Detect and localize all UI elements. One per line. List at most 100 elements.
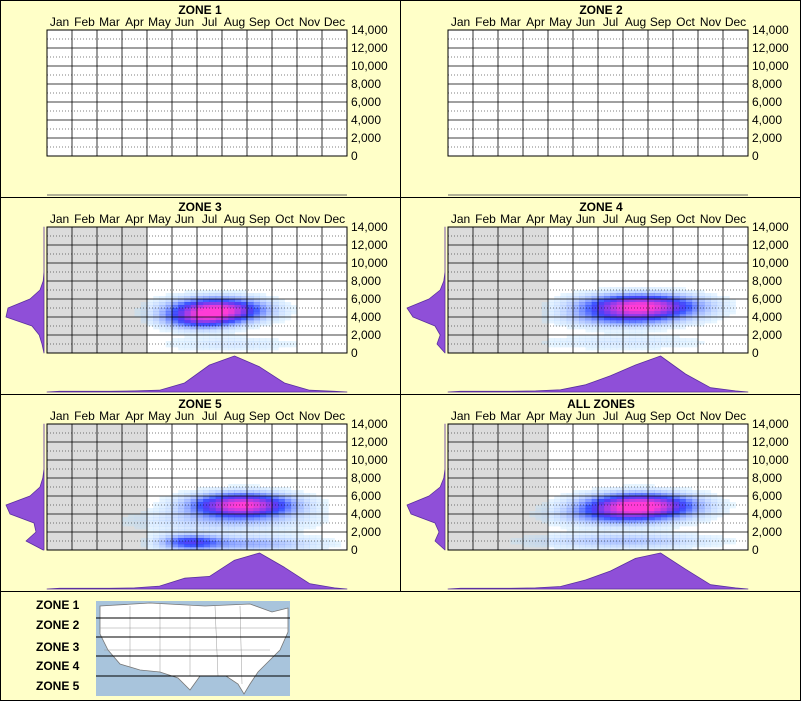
heat-cell xyxy=(272,505,279,509)
heat-cell xyxy=(579,335,586,339)
month-label-feb: Feb xyxy=(74,212,95,226)
heat-cell xyxy=(641,502,649,506)
heat-cell xyxy=(648,317,655,321)
heat-cell xyxy=(222,547,229,551)
heat-cell xyxy=(691,299,699,303)
heat-cell xyxy=(641,547,649,551)
heat-cell xyxy=(566,532,574,536)
month-label-oct: Oct xyxy=(676,212,695,226)
heat-cell xyxy=(222,326,229,330)
heat-cell xyxy=(541,505,549,509)
heat-cell xyxy=(598,335,605,339)
heat-cell xyxy=(240,305,248,309)
heat-cell xyxy=(228,541,235,545)
heat-cell xyxy=(228,490,235,494)
heat-cell xyxy=(623,520,630,524)
heat-cell xyxy=(710,296,718,300)
heat-cell xyxy=(629,290,636,294)
heat-cell xyxy=(203,493,210,497)
heat-cell xyxy=(648,538,655,542)
heat-cell xyxy=(303,514,310,518)
heat-cell xyxy=(228,538,235,542)
heat-cell xyxy=(290,493,298,497)
heat-cell xyxy=(573,544,580,548)
heat-cell xyxy=(585,308,593,312)
heat-cell xyxy=(284,523,292,527)
heat-cell xyxy=(178,520,185,524)
heat-cell xyxy=(153,502,160,506)
heat-cell xyxy=(259,490,267,494)
heat-cell xyxy=(635,499,643,503)
heat-cell xyxy=(729,311,736,315)
heat-cell xyxy=(209,487,217,491)
panel-title: ALL ZONES xyxy=(567,397,635,411)
y-tick-label: 10,000 xyxy=(351,453,388,467)
heat-cell xyxy=(660,541,668,545)
heat-cell xyxy=(253,299,260,303)
heat-cell xyxy=(648,493,655,497)
heat-cell xyxy=(140,523,148,527)
heat-cell xyxy=(159,532,167,536)
heat-cell xyxy=(172,329,179,333)
heat-cell xyxy=(290,502,298,506)
heat-cell xyxy=(666,323,674,327)
heat-cell xyxy=(234,544,242,548)
heat-cell xyxy=(641,296,649,300)
heat-cell xyxy=(560,338,568,342)
heat-cell xyxy=(209,508,217,512)
heat-cell xyxy=(303,544,310,548)
heat-cell xyxy=(272,526,279,530)
heat-cell xyxy=(322,514,329,518)
heat-cell xyxy=(660,511,668,515)
heat-cell xyxy=(309,526,317,530)
heat-cell xyxy=(259,308,267,312)
heat-cell xyxy=(673,532,680,536)
heat-cell xyxy=(623,341,630,345)
heat-cell xyxy=(234,290,242,294)
heat-cell xyxy=(641,529,649,533)
heat-cell xyxy=(654,302,661,306)
heat-cell xyxy=(247,514,254,518)
heat-cell xyxy=(247,484,254,488)
heat-cell xyxy=(159,517,167,521)
heat-cell xyxy=(616,532,624,536)
heat-cell xyxy=(178,296,185,300)
heat-cell xyxy=(635,320,643,324)
heat-cell xyxy=(579,529,586,533)
heat-cell xyxy=(309,535,317,539)
heat-cell xyxy=(635,535,643,539)
heat-cell xyxy=(673,338,680,342)
heat-cell xyxy=(222,487,229,491)
heat-cell xyxy=(159,535,167,539)
heat-cell xyxy=(228,523,235,527)
heat-cell xyxy=(153,505,160,509)
heat-cell xyxy=(247,529,254,533)
heat-cell xyxy=(203,308,210,312)
heat-cell xyxy=(723,511,730,515)
heat-cell xyxy=(685,490,693,494)
heat-cell xyxy=(172,538,179,542)
heat-cell xyxy=(297,511,304,515)
heat-cell xyxy=(228,529,235,533)
heat-cell xyxy=(598,302,605,306)
heat-cell xyxy=(604,496,611,500)
heat-cell xyxy=(134,526,142,530)
heat-cell xyxy=(704,314,711,318)
heat-cell xyxy=(641,320,649,324)
heat-cell xyxy=(598,490,605,494)
heat-cell xyxy=(666,544,674,548)
heat-cell xyxy=(184,329,192,333)
heat-cell xyxy=(691,302,699,306)
heat-cell xyxy=(272,311,279,315)
heat-cell xyxy=(203,326,210,330)
heat-cell xyxy=(253,520,260,524)
y-tick-label: 14,000 xyxy=(752,23,789,37)
heat-cell xyxy=(716,505,724,509)
heat-cell xyxy=(197,305,204,309)
heat-cell xyxy=(147,323,154,327)
heat-cell xyxy=(240,541,248,545)
heat-cell xyxy=(272,493,279,497)
heat-cell xyxy=(710,496,718,500)
heat-cell xyxy=(629,338,636,342)
